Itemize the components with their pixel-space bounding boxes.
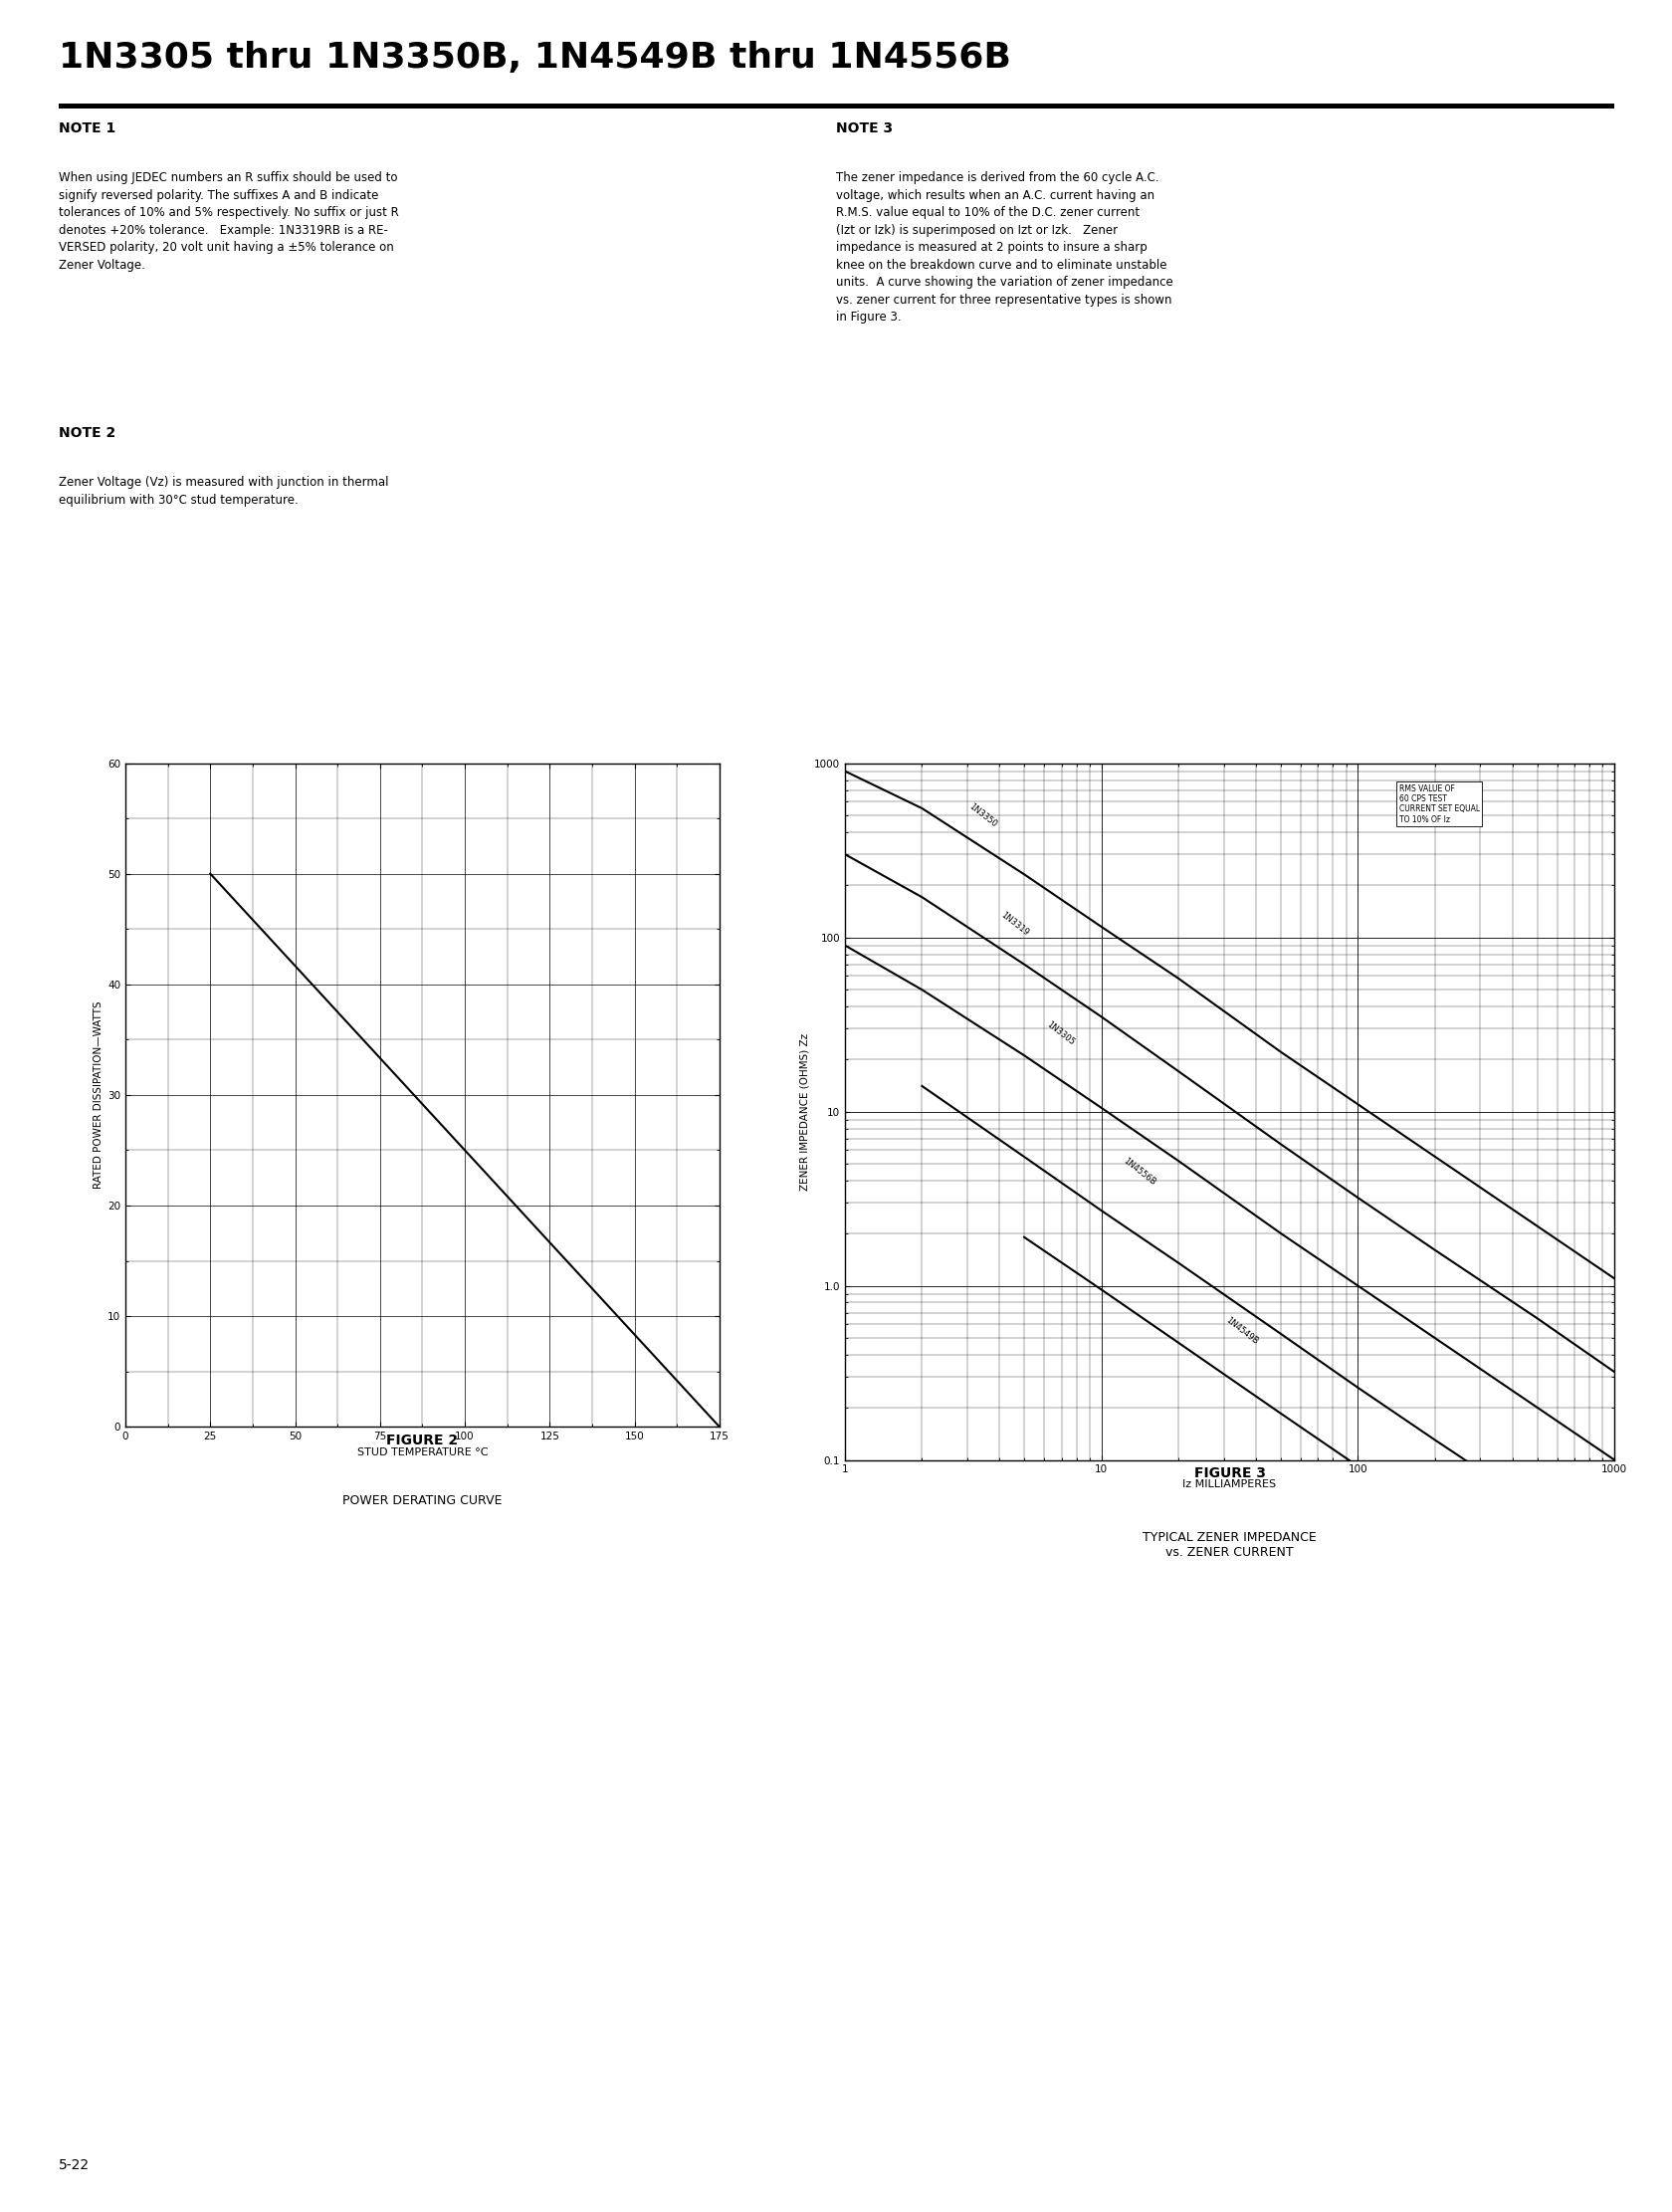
Text: 1N4556B: 1N4556B — [1120, 1157, 1157, 1188]
Text: POWER DERATING CURVE: POWER DERATING CURVE — [343, 1493, 502, 1506]
Text: 1N3350: 1N3350 — [966, 803, 998, 830]
Text: The zener impedance is derived from the 60 cycle A.C.
voltage, which results whe: The zener impedance is derived from the … — [836, 173, 1174, 323]
Text: RMS VALUE OF
60 CPS TEST
CURRENT SET EQUAL
TO 10% OF Iz: RMS VALUE OF 60 CPS TEST CURRENT SET EQU… — [1398, 783, 1478, 825]
Y-axis label: ZENER IMPEDANCE (OHMS) Zz: ZENER IMPEDANCE (OHMS) Zz — [799, 1033, 809, 1190]
Text: Zener Voltage (Vz) is measured with junction in thermal
equilibrium with 30°C st: Zener Voltage (Vz) is measured with junc… — [59, 476, 388, 507]
X-axis label: Iz MILLIAMPERES: Iz MILLIAMPERES — [1182, 1480, 1276, 1489]
Text: NOTE 1: NOTE 1 — [59, 122, 115, 135]
Text: 1N3305 thru 1N3350B, 1N4549B thru 1N4556B: 1N3305 thru 1N3350B, 1N4549B thru 1N4556… — [59, 40, 1010, 75]
Text: NOTE 2: NOTE 2 — [59, 427, 115, 440]
Text: 1N3319: 1N3319 — [998, 909, 1030, 938]
Text: FIGURE 2: FIGURE 2 — [386, 1433, 458, 1447]
Text: 5-22: 5-22 — [59, 2159, 90, 2172]
Y-axis label: RATED POWER DISSIPATION—WATTS: RATED POWER DISSIPATION—WATTS — [94, 1002, 104, 1188]
Text: When using JEDEC numbers an R suffix should be used to
signify reversed polarity: When using JEDEC numbers an R suffix sho… — [59, 173, 398, 272]
Text: FIGURE 3: FIGURE 3 — [1194, 1467, 1264, 1480]
Text: 1N3305: 1N3305 — [1043, 1020, 1075, 1046]
X-axis label: STUD TEMPERATURE °C: STUD TEMPERATURE °C — [356, 1447, 488, 1458]
Text: TYPICAL ZENER IMPEDANCE
vs. ZENER CURRENT: TYPICAL ZENER IMPEDANCE vs. ZENER CURREN… — [1142, 1531, 1316, 1559]
Text: NOTE 3: NOTE 3 — [836, 122, 893, 135]
Text: 1N4549B: 1N4549B — [1222, 1316, 1259, 1347]
